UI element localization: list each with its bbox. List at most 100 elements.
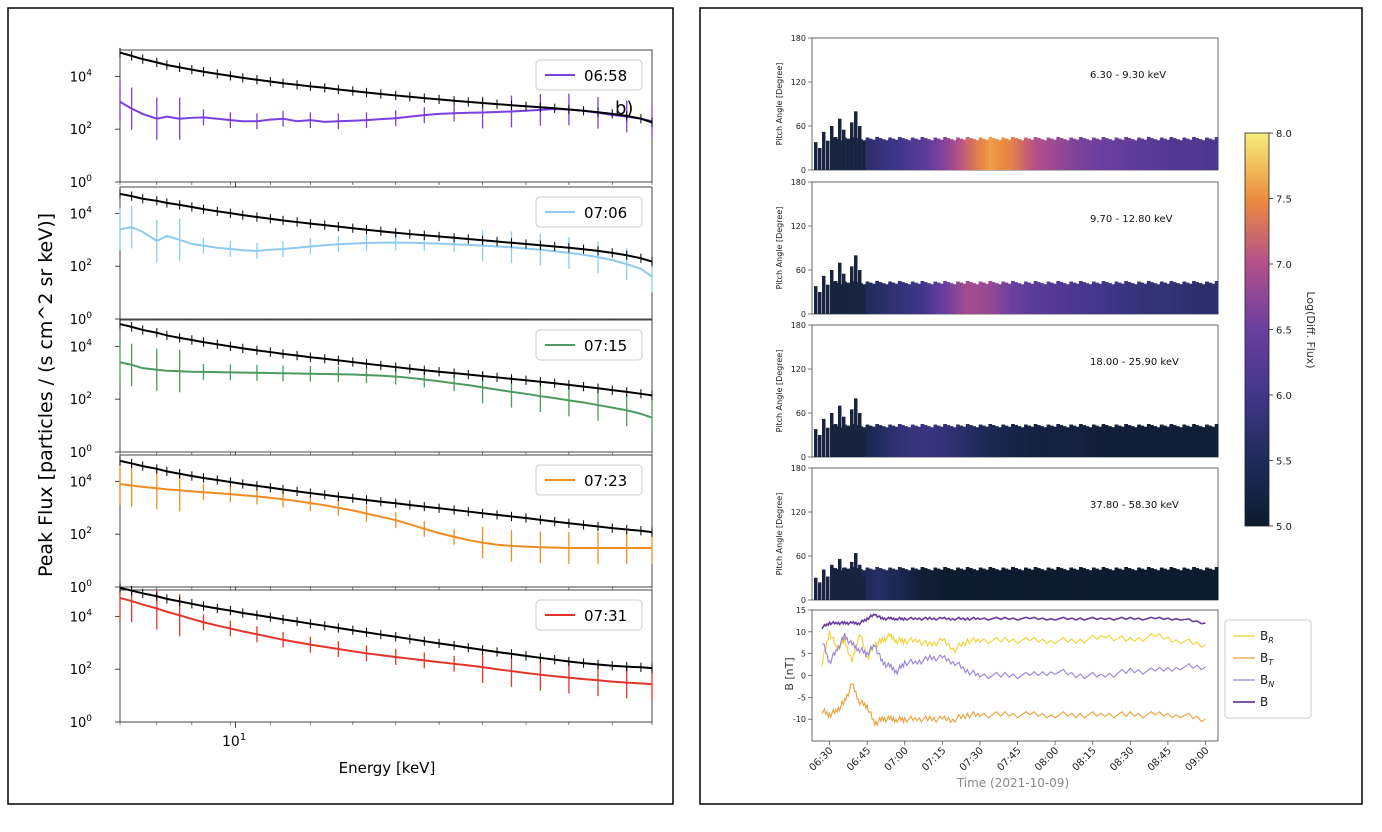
b-legend-main: B <box>1260 629 1268 643</box>
heatmap-cell <box>884 570 889 600</box>
heatmap-cell <box>917 426 922 457</box>
heatmap-cell <box>1156 140 1161 170</box>
heatmap-cell <box>959 138 964 170</box>
heatmap-cell <box>952 570 957 600</box>
heatmap-cell <box>978 424 983 457</box>
y-tick-label: 102 <box>70 661 92 678</box>
heatmap-cell <box>1127 568 1132 600</box>
heatmap-cell <box>930 570 934 600</box>
b-legend-sub: N <box>1268 680 1274 689</box>
heatmap-cell <box>1007 139 1012 170</box>
y-tick-base: 10 <box>70 446 87 461</box>
heatmap-cell <box>1053 139 1057 170</box>
heatmap-cell <box>1049 568 1054 600</box>
y-tick-base: 10 <box>70 340 87 355</box>
heatmap-cell <box>949 426 954 457</box>
time-tick-label: 08:00 <box>1033 745 1061 773</box>
heatmap-spike <box>850 266 854 314</box>
heatmap-cell <box>1049 425 1054 457</box>
heatmap-cell <box>1153 426 1158 457</box>
heatmap-cell <box>1101 137 1106 170</box>
heatmap-cell <box>855 425 860 457</box>
heatmap-cell <box>1098 569 1103 600</box>
b-y-tick-label: 10 <box>796 628 806 637</box>
heatmap-spike <box>818 148 822 170</box>
heatmap-cell <box>994 569 999 600</box>
legend-label: 06:58 <box>584 67 627 85</box>
heatmap-cell <box>988 281 993 314</box>
heatmap-cell <box>1201 570 1206 600</box>
heatmap-cell <box>1172 568 1177 600</box>
heatmap-cell <box>1046 424 1051 457</box>
colorbar-tick-label: 5.5 <box>1276 457 1292 468</box>
heatmap-cell <box>878 138 883 170</box>
heatmap-spike <box>838 405 842 457</box>
heatmap-cell <box>1040 569 1044 600</box>
heatmap-cell <box>978 137 983 170</box>
y-tick-exponent: 4 <box>86 68 92 78</box>
b-y-tick-label: -5 <box>798 693 806 702</box>
heatmap-cell <box>901 138 905 170</box>
heatmap-cell <box>891 425 896 457</box>
heatmap-cell <box>868 282 873 314</box>
heatmap-cell <box>881 139 886 170</box>
heatmap-spike <box>858 270 862 314</box>
pa-y-tick-label: 60 <box>796 409 806 418</box>
heatmap-spike <box>842 273 846 314</box>
heatmap-cell <box>1146 281 1151 314</box>
heatmap-cell <box>1075 283 1080 314</box>
heatmap-cell <box>1188 426 1193 457</box>
heatmap-cell <box>969 282 973 314</box>
heatmap-spike <box>854 255 858 314</box>
y-tick-label: 104 <box>70 338 93 355</box>
heatmap-cell <box>1072 425 1077 457</box>
heatmap-cell <box>917 139 922 170</box>
heatmap-cell <box>1014 568 1019 600</box>
heatmap-cell <box>1172 138 1177 170</box>
heatmap-cell <box>920 424 925 457</box>
heatmap-cell <box>868 425 873 457</box>
y-tick-label: 102 <box>70 258 92 275</box>
heatmap-cell <box>1166 426 1170 457</box>
heatmap-cell <box>1137 424 1141 457</box>
heatmap-cell <box>1130 139 1135 170</box>
heatmap-cell <box>1195 282 1200 314</box>
heatmap-spike <box>830 564 834 600</box>
heatmap-cell <box>1192 567 1196 600</box>
heatmap-cell <box>894 283 899 314</box>
heatmap-cell <box>1163 282 1167 314</box>
heatmap-cell <box>1108 139 1112 170</box>
heatmap-cell <box>1159 567 1164 600</box>
heatmap-cell <box>1140 568 1145 600</box>
heatmap-spike <box>834 281 838 314</box>
heatmap-spike <box>838 262 842 314</box>
legend: 07:06 <box>535 196 643 228</box>
y-tick-label: 100 <box>70 174 93 191</box>
heatmap-cell <box>1130 569 1135 600</box>
heatmap-cell <box>1175 139 1180 170</box>
heatmap-cell <box>1095 282 1099 314</box>
legend-label: 07:06 <box>584 204 627 222</box>
heatmap-spike <box>850 561 854 600</box>
heatmap-cell <box>1007 426 1012 457</box>
pa-y-tick-label: 180 <box>791 178 806 187</box>
time-tick-label: 06:30 <box>808 745 836 773</box>
legend-label: 07:31 <box>584 607 627 625</box>
heatmap-cell <box>1133 140 1138 170</box>
b-series-line <box>821 613 1206 630</box>
energy-range-label: 18.00 - 25.90 keV <box>1090 357 1179 368</box>
heatmap-cell <box>994 139 999 170</box>
series-line <box>119 226 653 278</box>
heatmap-cell <box>1205 137 1209 170</box>
heatmap-cell <box>1088 140 1093 170</box>
heatmap-cell <box>1124 567 1128 600</box>
y-tick-exponent: 4 <box>86 608 92 618</box>
pa-y-tick-label: 120 <box>791 508 806 517</box>
heatmap-cell <box>1108 426 1112 457</box>
heatmap-cell <box>1169 281 1174 314</box>
heatmap-cell <box>839 284 844 314</box>
colorbar-tick-label: 6.5 <box>1276 326 1292 337</box>
